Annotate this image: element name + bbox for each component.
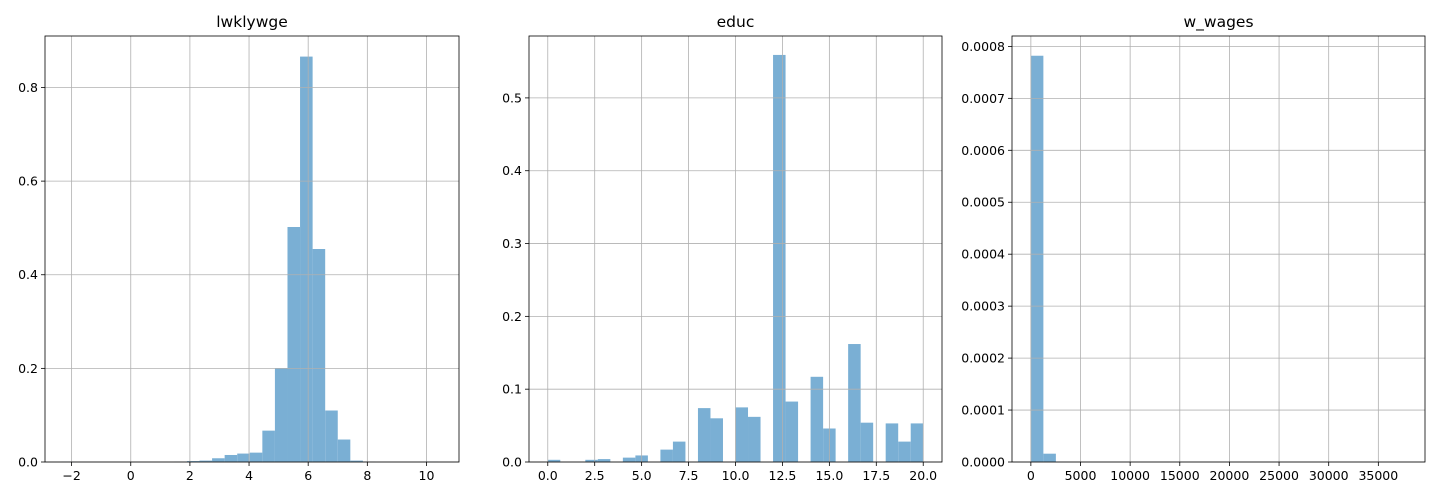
- bar-educ-9: [660, 449, 673, 462]
- x-tick-label-lwklywge-4: 6: [304, 468, 312, 483]
- bar-lwklywge-11: [199, 460, 213, 462]
- y-tick-label-lwklywge-2: 0.4: [18, 267, 38, 282]
- y-tick-label-w-wages-4: 0.0004: [961, 247, 1005, 262]
- bar-lwklywge-19: [300, 56, 313, 462]
- y-tick-label-w-wages-0: 0.0000: [961, 455, 1005, 470]
- bar-educ-27: [885, 423, 899, 462]
- bar-educ-16: [748, 416, 761, 462]
- bar-educ-19: [785, 401, 799, 462]
- bar-educ-18: [773, 54, 786, 462]
- bar-educ-29: [910, 423, 924, 462]
- x-tick-label-w-wages-0: 0: [1027, 468, 1035, 483]
- x-tick-label-w-wages-3: 15000: [1160, 468, 1200, 483]
- x-tick-label-w-wages-6: 30000: [1309, 468, 1349, 483]
- y-tick-label-w-wages-5: 0.0005: [961, 195, 1005, 210]
- bar-educ-3: [585, 459, 598, 462]
- y-tick-label-w-wages-1: 0.0001: [961, 403, 1005, 418]
- y-tick-label-educ-2: 0.2: [502, 309, 522, 324]
- bar-educ-25: [860, 422, 874, 462]
- bar-educ-15: [735, 407, 749, 462]
- y-tick-label-w-wages-2: 0.0002: [961, 351, 1005, 366]
- x-tick-label-lwklywge-1: 0: [127, 468, 135, 483]
- bar-educ-0: [547, 459, 561, 462]
- bar-lwklywge-13: [224, 454, 238, 462]
- panel-educ: educ 0.0 2.5 5.0 7.5 10.0 12.5 15.0 17.5 20.00.0…: [502, 13, 943, 483]
- y-tick-label-w-wages-7: 0.0007: [961, 91, 1005, 106]
- x-tick-label-lwklywge-0: −2: [62, 468, 80, 483]
- y-tick-label-educ-0: 0.0: [502, 455, 522, 470]
- y-ticks-lwklywge: 0.0 0.2 0.4 0.6 0.8: [18, 80, 45, 470]
- bar-lwklywge-16: [262, 430, 275, 462]
- y-ticks-w-wages: 0.0000 0.0001 0.0002 0.0003 0.0004 0.0005 0.00…: [961, 39, 1012, 470]
- x-tick-label-educ-7: 17.5: [862, 468, 890, 483]
- y-tick-label-educ-3: 0.3: [502, 236, 522, 251]
- bar-w-wages-0: [1030, 55, 1044, 463]
- y-tick-label-w-wages-8: 0.0008: [961, 39, 1005, 54]
- x-tick-label-educ-8: 20.0: [909, 468, 937, 483]
- bar-lwklywge-15: [249, 452, 263, 462]
- axes-frame-w-wages: [1011, 35, 1426, 463]
- grid-lwklywge: [45, 36, 459, 463]
- grid-w-wages: [1012, 36, 1425, 463]
- x-tick-label-educ-5: 12.5: [769, 468, 797, 483]
- y-tick-label-w-wages-6: 0.0006: [961, 143, 1005, 158]
- x-tick-label-w-wages-5: 25000: [1259, 468, 1299, 483]
- bars-lwklywge: [61, 56, 439, 462]
- x-tick-label-educ-2: 5.0: [632, 468, 652, 483]
- bar-lwklywge-21: [325, 410, 338, 462]
- x-ticks-w-wages: 0 5000 10000 15000 20000 25000 30000 35000: [1027, 462, 1398, 483]
- bar-lwklywge-14: [237, 453, 250, 462]
- x-tick-label-educ-1: 2.5: [585, 468, 605, 483]
- y-tick-label-educ-5: 0.5: [502, 90, 522, 105]
- x-tick-label-lwklywge-5: 8: [363, 468, 371, 483]
- x-tick-label-lwklywge-6: 10: [419, 468, 435, 483]
- x-ticks-lwklywge: −2 0 2 4 6 8 10: [62, 462, 434, 483]
- y-tick-label-educ-1: 0.1: [502, 382, 522, 397]
- bar-educ-24: [848, 344, 861, 462]
- bar-lwklywge-12: [212, 458, 225, 462]
- bar-educ-12: [697, 408, 711, 462]
- grid-educ: [529, 36, 942, 463]
- y-tick-label-lwklywge-1: 0.2: [18, 361, 38, 376]
- x-tick-label-educ-0: 0.0: [538, 468, 558, 483]
- panel-title-lwklywge: lwklywge: [216, 13, 288, 31]
- bar-lwklywge-18: [287, 226, 301, 462]
- x-tick-label-w-wages-4: 20000: [1210, 468, 1250, 483]
- bar-educ-6: [622, 457, 636, 462]
- y-tick-label-lwklywge-0: 0.0: [18, 455, 38, 470]
- bar-educ-21: [810, 376, 824, 462]
- bar-lwklywge-20: [312, 249, 326, 462]
- x-tick-label-lwklywge-3: 4: [245, 468, 253, 483]
- y-tick-label-lwklywge-4: 0.8: [18, 80, 38, 95]
- x-tick-label-educ-3: 7.5: [679, 468, 699, 483]
- bar-educ-28: [898, 441, 911, 462]
- y-ticks-educ: 0.0 0.1 0.2 0.3 0.4 0.5: [502, 90, 529, 470]
- x-tick-label-w-wages-2: 10000: [1110, 468, 1150, 483]
- bar-lwklywge-23: [350, 460, 363, 462]
- panel-lwklywge: lwklywge −2 0 2 4 6 8 10 0.0 0.2 0.4 0.6 0.8: [18, 13, 460, 483]
- bar-w-wages-1: [1043, 453, 1056, 462]
- x-tick-label-educ-4: 10.0: [722, 468, 750, 483]
- bar-educ-13: [710, 418, 723, 462]
- panel-title-w-wages: w_wages: [1183, 13, 1253, 32]
- panel-title-educ: educ: [717, 13, 755, 31]
- y-tick-label-lwklywge-3: 0.6: [18, 174, 38, 189]
- bar-educ-4: [597, 459, 611, 462]
- x-tick-label-educ-6: 15.0: [815, 468, 843, 483]
- bar-lwklywge-17: [274, 368, 288, 462]
- bar-lwklywge-22: [337, 439, 351, 462]
- panel-w-wages: w_wages 0 5000 10000 15000 20000 25000 30000 35…: [961, 13, 1426, 483]
- x-ticks-educ: 0.0 2.5 5.0 7.5 10.0 12.5 15.0 17.5 20.0: [538, 462, 937, 483]
- x-tick-label-w-wages-1: 5000: [1065, 468, 1097, 483]
- x-tick-label-lwklywge-2: 2: [186, 468, 194, 483]
- y-tick-label-w-wages-3: 0.0003: [961, 299, 1005, 314]
- bar-educ-10: [672, 441, 686, 462]
- axes-frame-lwklywge: [44, 35, 460, 463]
- y-tick-label-educ-4: 0.4: [502, 163, 522, 178]
- bar-lwklywge-10: [186, 461, 200, 462]
- bars-w-wages: [1030, 55, 1407, 463]
- x-tick-label-w-wages-7: 35000: [1358, 468, 1398, 483]
